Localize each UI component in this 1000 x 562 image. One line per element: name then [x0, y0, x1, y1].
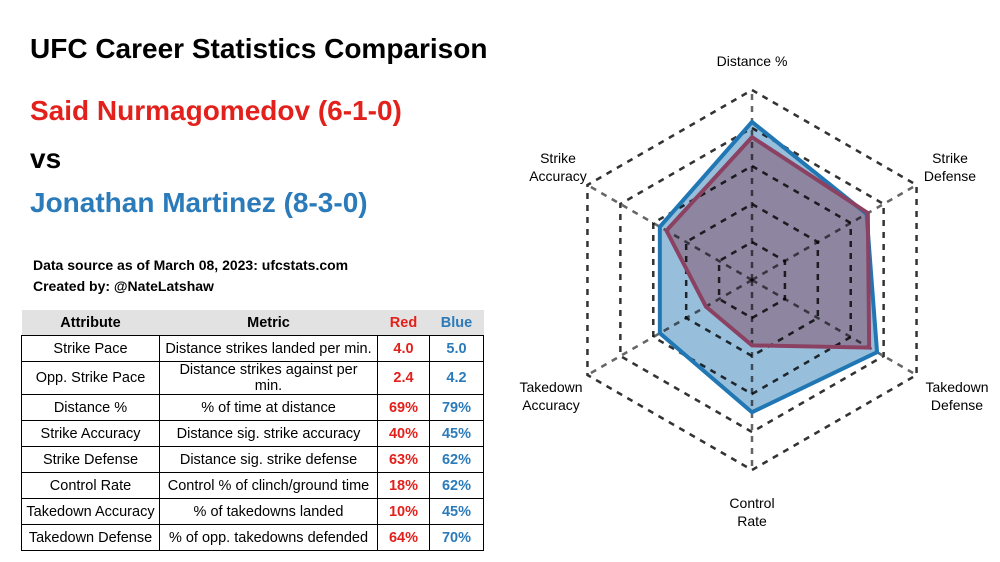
cell-blue: 62% — [429, 472, 484, 499]
vs-label: vs — [30, 143, 62, 174]
header-metric: Metric — [159, 310, 378, 336]
cell-metric: % of time at distance — [159, 394, 378, 421]
grid-spoke — [586, 183, 753, 282]
axis-label: Control Rate — [729, 495, 774, 529]
cell-red: 64% — [377, 524, 430, 551]
red-fighter-name: Said Nurmagomedov (6-1-0) — [30, 95, 402, 126]
cell-attribute: Strike Pace — [21, 335, 160, 362]
header-attribute: Attribute — [21, 310, 160, 336]
axis-label-line: Rate — [737, 513, 767, 529]
cell-red: 18% — [377, 472, 430, 499]
axis-label: Strike Accuracy — [529, 150, 587, 184]
grid-spoke — [751, 278, 918, 377]
created-by: Created by: @NateLatshaw — [33, 278, 214, 294]
table-row: Control Rate Control % of clinch/ground t… — [21, 472, 484, 499]
grid-spoke — [751, 183, 918, 282]
axis-label-line: Strike — [932, 150, 968, 166]
table-row: Strike Defense Distance sig. strike defen… — [21, 446, 484, 473]
grid-ring — [619, 126, 885, 434]
table-row: Distance %% of time at distance 69% 79% — [21, 394, 484, 421]
cell-blue: 70% — [429, 524, 484, 551]
axis-label-line: Accuracy — [522, 397, 580, 413]
axis-label-line: Takedown — [925, 379, 988, 395]
data-source: Data source as of March 08, 2023: ufcsta… — [33, 257, 349, 273]
cell-red: 2.4 — [377, 361, 430, 395]
table-row: Takedown Defense% of opp. takedowns defe… — [21, 524, 484, 551]
cell-metric: Distance sig. strike accuracy — [159, 420, 378, 447]
axis-label: Takedown Accuracy — [519, 379, 582, 413]
header-blue: Blue — [429, 310, 484, 336]
blue-fighter-name: Jonathan Martinez (8-3-0) — [30, 187, 368, 218]
cell-metric: % of takedowns landed — [159, 498, 378, 525]
table-row: Opp. Strike Pace Distance strikes against… — [21, 361, 484, 395]
table-header: Attribute Metric Red Blue — [21, 310, 484, 336]
axis-label-line: Takedown — [519, 379, 582, 395]
cell-attribute: Strike Accuracy — [21, 420, 160, 447]
grid-spoke — [586, 278, 753, 377]
axis-label-line: Defense — [931, 397, 983, 413]
axis-label: Takedown Defense — [925, 379, 988, 413]
table-row: Takedown Accuracy% of takedowns landed 10… — [21, 498, 484, 525]
axis-label-line: Accuracy — [529, 168, 587, 184]
cell-attribute: Takedown Accuracy — [21, 498, 160, 525]
axis-label-line: Distance % — [717, 53, 788, 69]
axis-label-line: Strike — [540, 150, 576, 166]
cell-metric: Control % of clinch/ground time — [159, 472, 378, 499]
header-red: Red — [377, 310, 430, 336]
table-row: Strike Accuracy Distance sig. strike accu… — [21, 420, 484, 447]
grid-ring — [586, 88, 918, 472]
cell-metric: % of opp. takedowns defended — [159, 524, 378, 551]
cell-blue: 5.0 — [429, 335, 484, 362]
cell-attribute: Control Rate — [21, 472, 160, 499]
cell-metric: Distance strikes against per min. — [159, 361, 378, 395]
cell-metric: Distance sig. strike defense — [159, 446, 378, 473]
cell-blue: 45% — [429, 420, 484, 447]
axis-label: Distance % — [717, 53, 788, 69]
cell-red: 63% — [377, 446, 430, 473]
page-title: UFC Career Statistics Comparison — [30, 33, 488, 64]
axis-label-line: Control — [729, 495, 774, 511]
cell-blue: 45% — [429, 498, 484, 525]
cell-metric: Distance strikes landed per min. — [159, 335, 378, 362]
axis-label: Strike Defense — [924, 150, 976, 184]
series-fill-red — [666, 137, 870, 348]
stats-table: Attribute Metric Red Blue Strike Pace Dis… — [21, 310, 484, 551]
cell-blue: 62% — [429, 446, 484, 473]
cell-attribute: Takedown Defense — [21, 524, 160, 551]
axis-label-line: Defense — [924, 168, 976, 184]
series-line-red — [664, 134, 872, 350]
